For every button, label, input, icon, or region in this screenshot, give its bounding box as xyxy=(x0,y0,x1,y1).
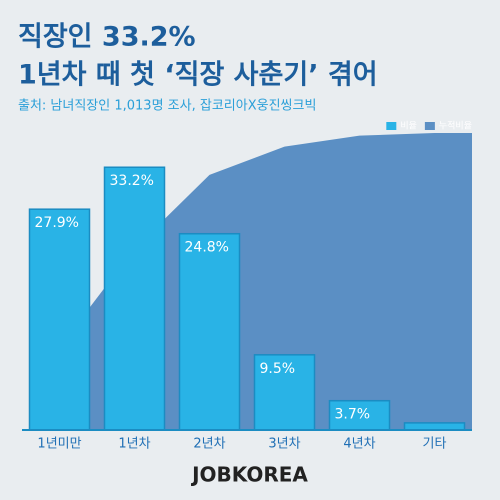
x-tick-label: 기타 xyxy=(423,437,447,452)
legend-swatch xyxy=(424,122,435,130)
value-label: 27.9% xyxy=(35,215,79,231)
value-label: 24.8% xyxy=(185,240,229,256)
title-line: 1년차 때 첫 ‘직장 사춘기’ 겪어 xyxy=(18,60,378,91)
legend-swatch xyxy=(386,122,397,130)
bar xyxy=(28,208,91,431)
footer-logo: JOBKOREA xyxy=(190,463,308,487)
bar xyxy=(103,166,166,431)
legend-label: 비율 xyxy=(400,121,417,132)
x-tick-label: 1년미만 xyxy=(37,437,81,452)
value-label: 3.7% xyxy=(335,407,371,423)
value-label: 33.2% xyxy=(110,173,154,189)
legend-label: 누적비율 xyxy=(439,120,472,132)
subtitle: 출처: 남녀직장인 1,013명 조사, 잡코리아X웅진씽크빅 xyxy=(18,99,316,114)
value-label: 9.5% xyxy=(260,361,296,377)
bar xyxy=(178,232,241,431)
bar xyxy=(403,422,466,431)
x-tick-label: 4년차 xyxy=(343,437,375,452)
x-tick-label: 3년차 xyxy=(268,437,300,452)
title-line: 직장인 33.2% xyxy=(18,22,196,53)
x-tick-label: 2년차 xyxy=(193,437,225,452)
x-tick-label: 1년차 xyxy=(118,437,150,452)
